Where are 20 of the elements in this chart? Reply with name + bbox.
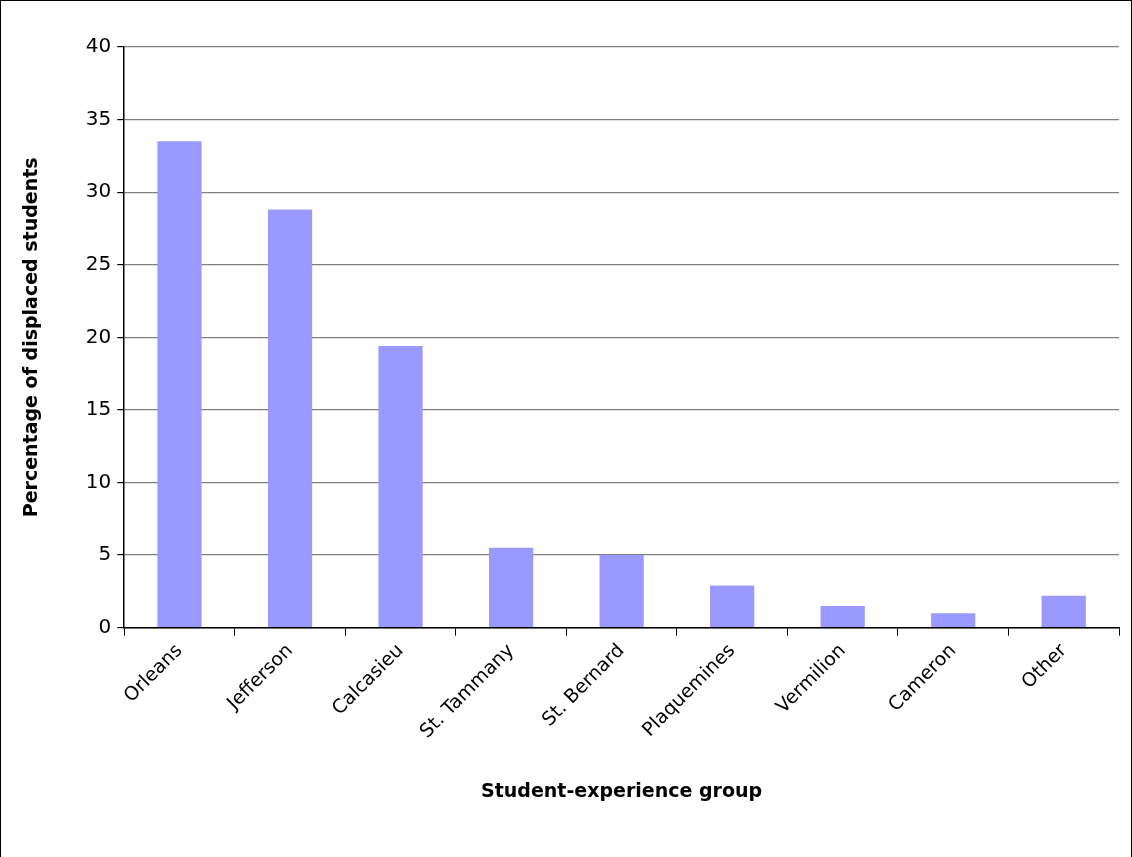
bar bbox=[820, 605, 865, 628]
y-tick-label: 25 bbox=[85, 250, 112, 275]
y-tick-label: 40 bbox=[85, 33, 112, 58]
y-tick-label: 35 bbox=[85, 105, 112, 130]
y-tick-label: 5 bbox=[98, 541, 112, 566]
y-axis-title: Percentage of displaced students bbox=[19, 157, 42, 518]
bar bbox=[710, 585, 755, 628]
bar bbox=[157, 141, 202, 628]
x-axis-title: Student-experience group bbox=[481, 778, 763, 801]
y-tick-label: 15 bbox=[85, 396, 112, 421]
y-tick-label: 10 bbox=[85, 468, 112, 493]
bar bbox=[599, 555, 644, 628]
bar bbox=[267, 209, 313, 628]
bar bbox=[931, 613, 976, 628]
bar bbox=[378, 346, 423, 628]
bar bbox=[488, 547, 534, 628]
y-tick-label: 30 bbox=[85, 178, 112, 203]
bar bbox=[1041, 595, 1086, 628]
y-tick-label: 20 bbox=[85, 323, 112, 348]
y-tick-label: 0 bbox=[98, 613, 112, 638]
